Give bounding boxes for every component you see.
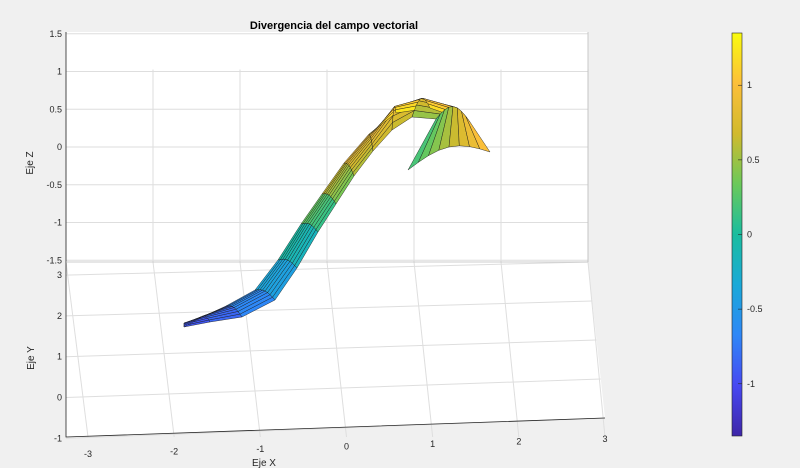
colorbar-tick-label: 0 bbox=[747, 230, 752, 240]
x-tick-label: -2 bbox=[170, 447, 178, 457]
grid-line-x-floor bbox=[152, 261, 175, 438]
z-tick-label: -1.5 bbox=[46, 255, 62, 265]
y-tick-label: 1 bbox=[57, 352, 62, 362]
grid-line-x-floor bbox=[413, 261, 434, 438]
z-tick-label: 1.5 bbox=[49, 29, 62, 39]
chart-title: Divergencia del campo vectorial bbox=[250, 20, 418, 32]
z-tick-label: 0.5 bbox=[49, 104, 62, 114]
y-axis-label: Eje Y bbox=[26, 346, 37, 370]
grid-line-y bbox=[65, 339, 597, 358]
grid-line-y bbox=[65, 261, 589, 276]
colorbar-tick-label: 0.5 bbox=[747, 155, 760, 165]
x-axis-label: Eje X bbox=[252, 458, 276, 468]
surface-patch bbox=[465, 116, 491, 153]
grid-line-y bbox=[65, 378, 601, 398]
grid-line-x-floor bbox=[587, 261, 606, 438]
x-tick-label: -1 bbox=[256, 444, 264, 454]
z-axis-label: Eje Z bbox=[25, 151, 36, 174]
axes-edge-front bbox=[65, 32, 606, 438]
z-tick-label: -1 bbox=[54, 218, 62, 228]
axes-floor bbox=[66, 262, 605, 437]
colorbar-tick-label: -1 bbox=[747, 379, 755, 389]
x-tick-label: -3 bbox=[84, 449, 92, 459]
grid-line-x-floor bbox=[326, 261, 347, 438]
x-tick-label: 2 bbox=[516, 437, 521, 447]
axes-lines bbox=[65, 32, 606, 438]
y-tick-label: 0 bbox=[57, 393, 62, 403]
grid-line-x-floor bbox=[500, 261, 520, 438]
y-tick-label: 2 bbox=[57, 311, 62, 321]
x-tick-label: 0 bbox=[344, 442, 349, 452]
z-tick-label: -0.5 bbox=[46, 180, 62, 190]
grid-line-y bbox=[65, 300, 593, 317]
colorbar-ticks: -1 -0.5 0 0.5 1 bbox=[738, 80, 763, 389]
x-tick-label: 3 bbox=[602, 434, 607, 444]
x-tick-label: 1 bbox=[430, 439, 435, 449]
y-tick-label: 3 bbox=[57, 270, 62, 280]
grid-line-x-floor bbox=[65, 261, 89, 438]
grid-line-x-floor bbox=[239, 261, 261, 438]
colorbar-tick-label: -0.5 bbox=[747, 304, 763, 314]
surface-plot bbox=[183, 98, 491, 328]
colorbar-tick-label: 1 bbox=[747, 80, 752, 90]
y-tick-label: -1 bbox=[54, 433, 62, 443]
z-tick-label: 0 bbox=[57, 142, 62, 152]
axis-ticks: -1.5 -1 -0.5 0 0.5 1 1.5 -1 0 1 2 3 -3 -2 -1 0 1 2 3 bbox=[46, 29, 607, 459]
z-tick-label: 1 bbox=[57, 67, 62, 77]
